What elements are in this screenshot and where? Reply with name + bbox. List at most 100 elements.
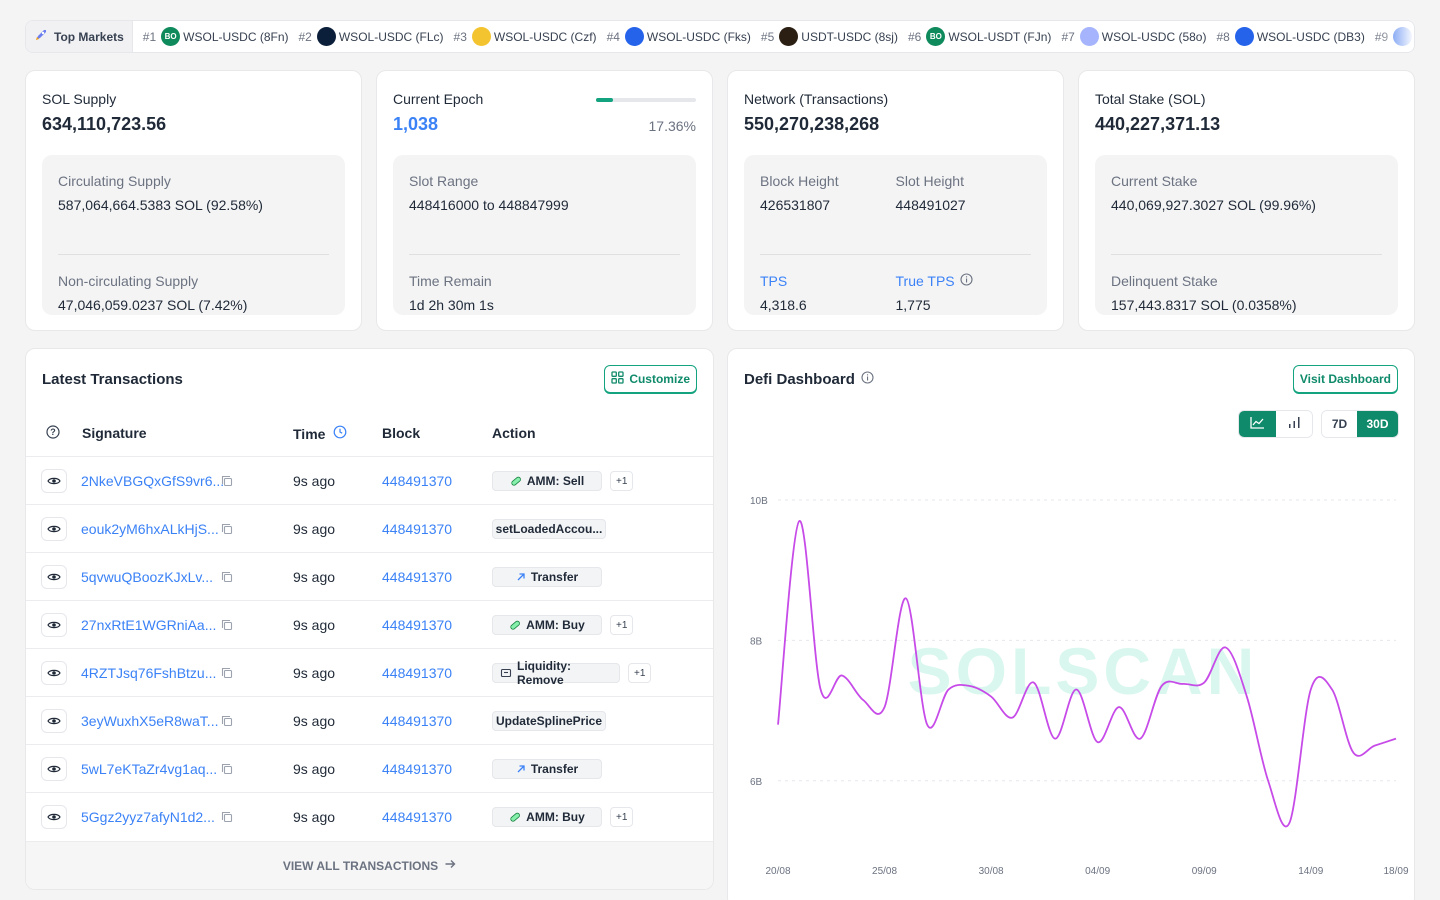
view-details-icon[interactable] [41,709,67,733]
help-icon[interactable]: ? [46,425,60,439]
view-all-transactions-link[interactable]: VIEW ALL TRANSACTIONS [26,841,713,889]
info-icon[interactable] [861,371,874,388]
signature-link[interactable]: 4RZTJsq76FshBtzu... [81,665,217,681]
copy-icon[interactable] [221,522,233,540]
signature-link[interactable]: 27nxRtE1WGRniAa... [81,617,217,633]
extra-actions-badge[interactable]: +1 [628,663,652,683]
market-item[interactable]: #1 BO WSOL-USDC (8Fn) [143,27,289,46]
view-details-icon[interactable] [41,565,67,589]
pill-icon [510,475,522,487]
transactions-table: 2NkeVBGQxGfS9vr6... 9s ago 448491370 AMM: S… [26,456,713,840]
block-link[interactable]: 448491370 [382,569,453,585]
market-item[interactable]: #4 WSOL-USDC (Fks) [607,27,751,46]
range-7d-button[interactable]: 7D [1322,411,1357,437]
market-item[interactable]: #8 WSOL-USDC (DB3) [1216,27,1365,46]
market-item[interactable]: #7 WSOL-USDC (58o) [1061,27,1206,46]
block-link[interactable]: 448491370 [382,617,453,633]
tx-time: 9s ago [293,521,336,537]
view-details-icon[interactable] [41,517,67,541]
action-badge[interactable]: AMM: Sell [492,471,602,491]
tps-label[interactable]: TPS [760,273,788,289]
copy-icon[interactable] [221,666,233,684]
market-rank: #1 [142,29,157,44]
visit-dashboard-label: Visit Dashboard [1299,372,1391,386]
customize-button[interactable]: Customize [604,365,697,393]
block-link[interactable]: 448491370 [382,521,453,537]
token-icon [1234,27,1254,46]
top-markets-label: Top Markets [26,21,133,52]
table-row: 2NkeVBGQxGfS9vr6... 9s ago 448491370 AMM: S… [26,456,713,504]
copy-icon[interactable] [221,474,233,492]
market-item[interactable]: #5 USDT-USDC (8sj) [761,27,898,46]
current-stake-value: 440,069,927.3027 SOL (99.96%) [1111,197,1316,213]
action-badge[interactable]: Transfer [492,759,602,779]
action-badge[interactable]: AMM: Buy [492,615,602,635]
signature-link[interactable]: 3eyWuxhX5eR8waT... [81,713,219,729]
range-30d-button[interactable]: 30D [1357,411,1398,437]
arrow-up-right-icon [516,572,526,582]
market-pair: WSOL-USDC (DB3) [1256,29,1365,44]
signature-link[interactable]: 5Ggz2yyz7afyN1d2... [81,809,215,825]
market-item[interactable]: #6 BO WSOL-USDT (FJn) [908,27,1051,46]
sol-supply-details: Circulating Supply 587,064,664.5383 SOL … [42,155,345,315]
token-icon: BO [926,27,946,46]
block-link[interactable]: 448491370 [382,665,453,681]
market-item[interactable]: #3 WSOL-USDC (Czf) [454,27,597,46]
liquidity-icon [500,667,512,679]
copy-icon[interactable] [221,618,233,636]
view-details-icon[interactable] [41,613,67,637]
slot-height-value: 448491027 [895,197,966,213]
line-chart-toggle[interactable] [1239,411,1276,437]
market-rank: #5 [760,29,775,44]
block-link[interactable]: 448491370 [382,713,453,729]
time-range-toggle: 7D 30D [1321,410,1399,438]
time-remain-value: 1d 2h 30m 1s [409,297,494,313]
copy-icon[interactable] [221,810,233,828]
block-link[interactable]: 448491370 [382,473,453,489]
action-label: AMM: Buy [526,618,585,632]
action-label: AMM: Sell [526,474,585,488]
delinquent-stake-label: Delinquent Stake [1111,273,1218,289]
current-epoch-value[interactable]: 1,038 [393,114,439,134]
signature-link[interactable]: 5wL7eKTaZr4vg1aq... [81,761,218,777]
action-label: UpdateSplinePrice [495,714,603,728]
action-badge[interactable]: UpdateSplinePrice [492,711,606,731]
copy-icon[interactable] [221,714,233,732]
clock-icon[interactable] [333,425,347,442]
time-header[interactable]: Time [293,425,347,442]
market-pair: WSOL-USDT (FJn) [948,29,1052,44]
view-details-icon[interactable] [41,469,67,493]
visit-dashboard-button[interactable]: Visit Dashboard [1292,365,1398,393]
copy-icon[interactable] [221,570,233,588]
action-badge[interactable]: setLoadedAccou... [492,519,606,539]
extra-actions-badge[interactable]: +1 [610,807,634,827]
action-badge[interactable]: Liquidity: Remove [492,659,620,687]
ticker-fade [1374,21,1414,52]
block-link[interactable]: 448491370 [382,761,453,777]
market-pair: WSOL-USDC (58o) [1101,29,1207,44]
view-details-icon[interactable] [41,757,67,781]
rocket-icon [34,28,48,45]
signature-link[interactable]: 2NkeVBGQxGfS9vr6... [81,473,225,489]
true-tps-label[interactable]: True TPS [895,273,955,289]
epoch-progress-fill [596,98,614,102]
action-badge[interactable]: AMM: Buy [492,807,602,827]
extra-actions-badge[interactable]: +1 [610,471,634,491]
defi-dashboard-title: Defi Dashboard [744,371,855,388]
copy-icon[interactable] [221,762,233,780]
market-item[interactable]: #2 WSOL-USDC (FLc) [299,27,444,46]
signature-link[interactable]: eouk2yM6hxALkHjS... [81,521,219,537]
action-badge[interactable]: Transfer [492,567,602,587]
extra-actions-badge[interactable]: +1 [610,615,634,635]
grid-icon [611,371,624,387]
slot-height-label: Slot Height [895,173,964,189]
market-rank: #4 [606,29,620,44]
bar-chart-toggle[interactable] [1276,411,1312,437]
block-link[interactable]: 448491370 [382,809,453,825]
info-icon[interactable] [960,273,973,289]
view-details-icon[interactable] [41,661,67,685]
slot-range-value: 448416000 to 448847999 [409,197,569,213]
view-details-icon[interactable] [41,805,67,829]
signature-link[interactable]: 5qvwuQBoozKJxLv... [81,569,214,585]
table-row: 27nxRtE1WGRniAa... 9s ago 448491370 AMM: Bu… [26,600,713,648]
